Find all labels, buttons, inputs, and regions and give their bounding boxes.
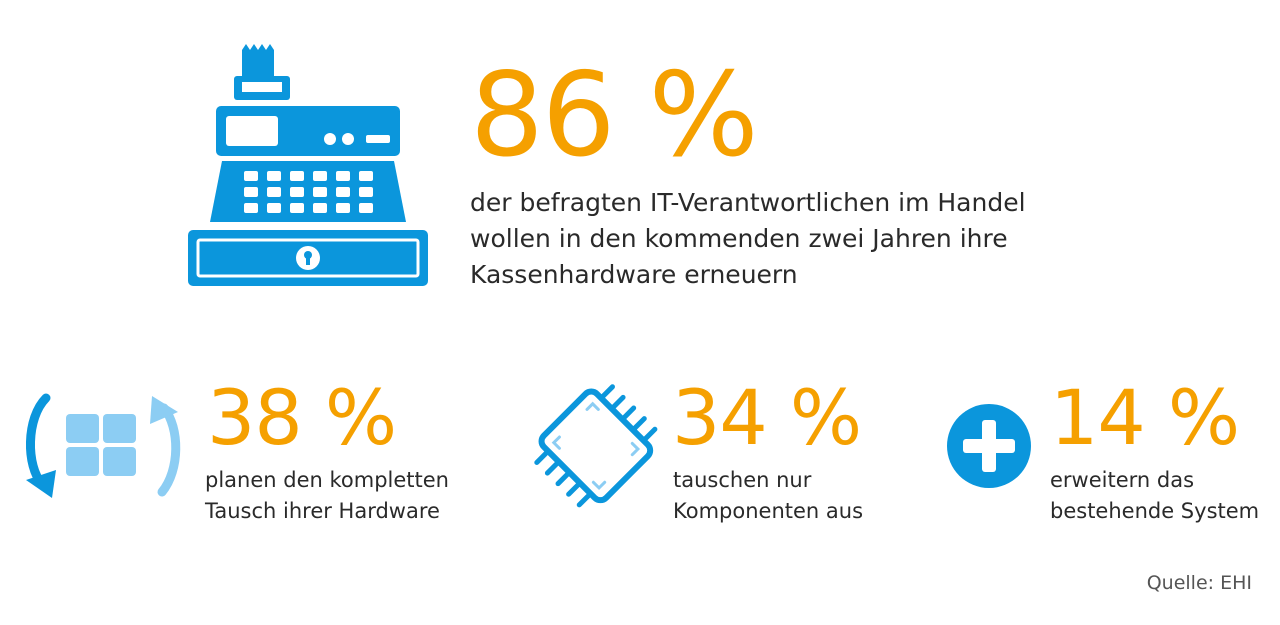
plus-circle-icon (947, 404, 1031, 488)
stat-description: tauschen nur Komponenten aus (673, 465, 863, 527)
source-note: Quelle: EHI (1146, 572, 1252, 594)
stat-description-line: planen den kompletten (205, 468, 449, 492)
stat-description-line: tauschen nur (673, 468, 812, 492)
hero-description-line: der befragten IT-Verantwortlichen im Han… (470, 188, 1026, 217)
hero-description-line: wollen in den kommenden zwei Jahren ihre (470, 224, 1008, 253)
stat-percentage: 14 % (1050, 373, 1240, 462)
stat-percentage: 34 % (672, 373, 862, 462)
hero-description-line: Kassenhardware erneuern (470, 260, 798, 289)
stat-description-line: erweitern das (1050, 468, 1195, 492)
hero-description: der befragten IT-Verantwortlichen im Han… (470, 185, 1026, 293)
stat-description-line: Tausch ihrer Hardware (205, 499, 440, 523)
hero-percentage: 86 % (470, 48, 759, 183)
stat-description-line: bestehende System (1050, 499, 1260, 523)
chip-component-icon (534, 384, 658, 508)
cash-register-icon (188, 44, 428, 286)
stat-description-line: Komponenten aus (673, 499, 864, 523)
stat-description: planen den kompletten Tausch ihrer Hardw… (205, 465, 449, 527)
hardware-replace-icon (25, 393, 181, 498)
stat-description: erweitern das bestehende System (1050, 465, 1259, 527)
stat-percentage: 38 % (207, 373, 397, 462)
